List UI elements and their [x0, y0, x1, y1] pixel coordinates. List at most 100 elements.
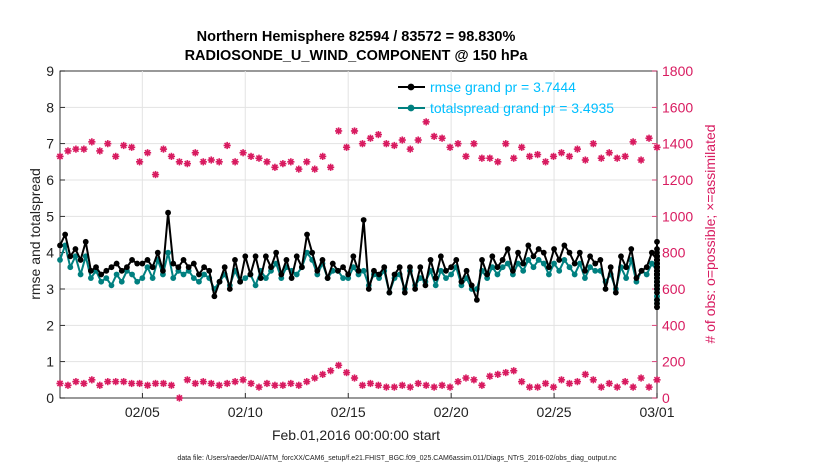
totalspread-point [499, 264, 506, 271]
obs-marker-core [352, 128, 357, 134]
rmse-point [108, 264, 115, 271]
rmse-point [566, 249, 573, 256]
obs-possible-marker [597, 154, 605, 162]
obs-assimilated-marker [486, 372, 494, 380]
obs-assimilated-marker [462, 374, 470, 382]
tick-label-y-right: 1400 [662, 136, 693, 152]
obs-marker-core [471, 377, 477, 383]
obs-assimilated-marker [526, 383, 534, 391]
obs-marker-core [376, 383, 381, 388]
obs-marker-core [503, 141, 508, 146]
obs-assimilated-marker [175, 394, 183, 402]
obs-marker-core [447, 384, 453, 390]
x-axis-label: Feb.01,2016 00:00:00 start [272, 427, 440, 443]
rmse-point [412, 286, 419, 292]
obs-possible-marker [136, 158, 144, 166]
obs-marker-core [81, 381, 87, 386]
obs-marker-core [400, 137, 405, 143]
obs-possible-marker [183, 160, 191, 168]
obs-marker-core [567, 154, 572, 159]
rmse-point [72, 246, 79, 252]
footer-data-file: data file: /Users/raeder/DAI/ATM_forcXX/… [177, 455, 617, 462]
rmse-point [643, 264, 650, 271]
obs-possible-marker [191, 149, 199, 157]
totalspread-point [540, 260, 547, 267]
rmse-point [432, 275, 439, 281]
rmse-point [602, 286, 609, 292]
rmse-point [453, 257, 460, 263]
obs-marker-core [519, 379, 524, 384]
obs-possible-marker [406, 145, 414, 153]
obs-assimilated-marker [438, 381, 446, 389]
rmse-point [113, 260, 120, 267]
totalspread-point [87, 275, 94, 281]
obs-assimilated-marker [573, 378, 581, 386]
rmse-point [468, 282, 475, 289]
rmse-point [618, 253, 624, 260]
obs-possible-marker [247, 152, 255, 160]
totalspread-point [180, 271, 187, 278]
rmse-point [654, 282, 660, 289]
obs-possible-marker [510, 154, 518, 162]
obs-assimilated-marker [287, 379, 295, 388]
obs-marker-core [193, 381, 198, 386]
obs-marker-core [622, 154, 628, 159]
obs-marker-core [495, 159, 500, 165]
totalspread-point [648, 260, 655, 267]
totalspread-point [525, 257, 532, 263]
obs-marker-core [209, 381, 214, 386]
obs-marker-core [384, 141, 389, 146]
obs-assimilated-marker [430, 383, 438, 391]
obs-marker-core [575, 379, 580, 384]
rmse-point [216, 278, 223, 285]
obs-assimilated-marker [366, 379, 375, 388]
tick-label-y-right: 1800 [662, 63, 693, 79]
obs-assimilated-marker [358, 381, 367, 389]
rmse-point [262, 253, 269, 260]
obs-marker-core [240, 150, 246, 155]
obs-marker-core [599, 384, 604, 390]
obs-possible-marker [518, 143, 526, 151]
obs-possible-marker [207, 156, 215, 164]
obs-assimilated-marker [589, 376, 597, 384]
obs-assimilated-marker [215, 381, 223, 389]
totalspread-point [515, 260, 521, 267]
obs-assimilated-marker [104, 378, 112, 386]
obs-marker-core [519, 145, 524, 150]
obs-assimilated-marker [72, 378, 80, 386]
obs-possible-marker [350, 127, 359, 135]
obs-assimilated-marker [191, 379, 199, 388]
obs-marker-core [224, 143, 230, 148]
tick-label-y-left: 8 [46, 99, 54, 115]
obs-marker-core [630, 384, 636, 390]
rmse-point [648, 249, 655, 256]
obs-marker-core [344, 145, 349, 150]
obs-marker-core [423, 383, 429, 388]
totalspread-point [592, 267, 599, 274]
rmse-point [268, 264, 274, 271]
obs-marker-core [447, 145, 453, 150]
obs-assimilated-marker [247, 379, 255, 388]
rmse-point [293, 253, 300, 260]
rmse-point [124, 264, 130, 271]
obs-possible-marker [358, 140, 367, 148]
obs-marker-core [535, 152, 540, 157]
obs-marker-core [161, 146, 166, 152]
totalspread-point [556, 267, 563, 274]
obs-marker-core [622, 379, 628, 384]
obs-assimilated-marker [88, 376, 96, 384]
obs-assimilated-marker [128, 379, 136, 388]
rmse-point [196, 271, 202, 278]
rmse-point [314, 267, 321, 274]
y-axis-right-label: # of obs: o=possible; ×=assimilated [702, 124, 718, 343]
tick-label-y-right: 800 [662, 245, 686, 261]
obs-marker-core [57, 154, 63, 159]
obs-possible-marker [151, 170, 160, 179]
obs-marker-core [280, 161, 286, 166]
obs-marker-core [376, 132, 381, 137]
totalspread-point [530, 264, 537, 271]
obs-marker-core [583, 372, 588, 377]
obs-marker-core [392, 143, 397, 148]
obs-marker-core [272, 165, 278, 170]
obs-marker-core [583, 157, 588, 163]
